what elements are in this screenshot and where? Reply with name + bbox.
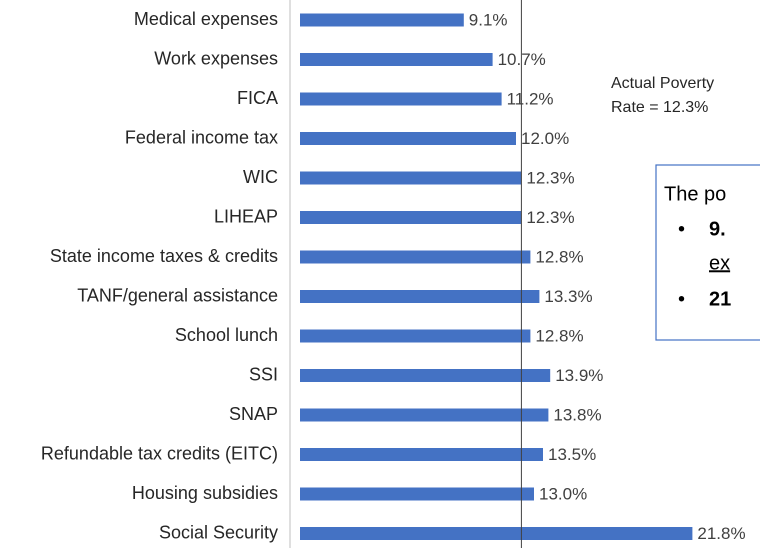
category-label: FICA — [237, 88, 278, 108]
bar — [300, 171, 522, 185]
category-label: LIHEAP — [214, 206, 278, 226]
bar — [300, 290, 540, 303]
bar — [300, 132, 516, 145]
category-label: School lunch — [175, 325, 278, 345]
bar — [300, 13, 464, 27]
bullet: • — [678, 288, 685, 310]
category-label: TANF/general assistance — [77, 285, 278, 305]
bar — [300, 448, 543, 461]
value-label: 12.8% — [535, 247, 583, 266]
bar — [300, 408, 549, 422]
bullet-text: 9. — [709, 218, 726, 240]
value-label: 12.3% — [526, 168, 574, 187]
bar — [300, 527, 693, 540]
value-label: 21.8% — [697, 524, 745, 543]
category-label: Social Security — [159, 522, 278, 542]
bar — [300, 487, 534, 501]
category-label: Work expenses — [154, 48, 278, 68]
value-label: 13.9% — [555, 366, 603, 385]
value-label: 12.3% — [526, 208, 574, 227]
category-label: Federal income tax — [125, 127, 278, 147]
value-label: 13.3% — [544, 287, 592, 306]
value-label: 12.0% — [521, 129, 569, 148]
bar — [300, 250, 531, 264]
value-label: 11.2% — [507, 89, 554, 108]
category-label: WIC — [243, 167, 278, 187]
value-label: 12.8% — [535, 326, 583, 345]
value-label: 13.0% — [539, 484, 587, 503]
value-label: 9.1% — [469, 10, 508, 29]
text-box — [655, 164, 760, 341]
bullet-text: ex — [709, 252, 730, 274]
box-heading: The po — [664, 183, 726, 205]
category-label: Medical expenses — [134, 9, 278, 29]
bar — [300, 369, 551, 382]
value-label: 13.5% — [548, 445, 596, 464]
bar — [300, 211, 522, 224]
reference-label: Actual Poverty — [611, 75, 714, 92]
bar — [300, 53, 493, 66]
category-label: SSI — [249, 364, 278, 384]
bullet: • — [678, 218, 685, 240]
category-label: SNAP — [229, 404, 278, 424]
category-label: Housing subsidies — [132, 483, 278, 503]
bar — [300, 329, 531, 343]
category-label: Refundable tax credits (EITC) — [41, 443, 278, 463]
category-label: State income taxes & credits — [50, 246, 278, 266]
bullet-text: 21 — [709, 288, 731, 310]
value-label: 13.8% — [553, 405, 601, 424]
reference-label: Rate = 12.3% — [611, 99, 708, 116]
bar — [300, 92, 502, 106]
